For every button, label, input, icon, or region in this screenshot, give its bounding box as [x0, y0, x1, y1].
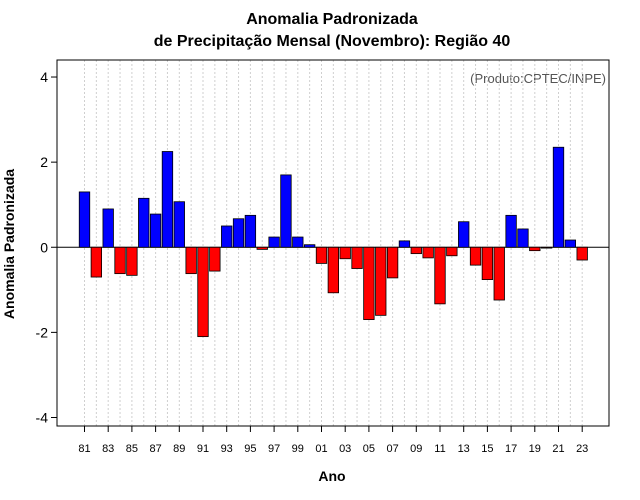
bar-2001 — [315, 246, 328, 264]
plot-frame — [56, 59, 610, 427]
bar-1989 — [173, 201, 185, 248]
x-tick-label: 89 — [173, 443, 185, 455]
bar-2002 — [327, 246, 340, 294]
bar-2016 — [493, 246, 505, 301]
bar-2013 — [458, 221, 470, 248]
chart-title-line1: Anomalia Padronizada — [246, 11, 418, 28]
bar-2015 — [481, 246, 494, 280]
y-tick-label: 4 — [40, 69, 48, 85]
bar-1984 — [114, 246, 126, 275]
x-tick-label: 95 — [244, 443, 256, 455]
y-axis: -4 -2 0 2 4 — [36, 69, 57, 425]
bar-2008 — [398, 240, 411, 248]
bar-2004 — [351, 246, 363, 269]
x-tick-label: 07 — [386, 443, 398, 455]
y-tick-label: -2 — [36, 324, 49, 340]
bar-2012 — [446, 246, 458, 257]
x-tick-label: 13 — [458, 443, 470, 455]
credit-label: (Produto:CPTEC/INPE) — [470, 71, 606, 86]
bar-2014 — [469, 246, 482, 266]
bar-1990 — [185, 246, 197, 275]
x-tick-label: 21 — [552, 443, 564, 455]
x-axis-label: Ano — [318, 468, 345, 484]
x-tick-label: 11 — [434, 443, 445, 455]
bar-2009 — [410, 246, 422, 255]
x-tick-label: 99 — [292, 443, 304, 455]
bar-1997 — [268, 236, 280, 248]
bar-2000 — [303, 244, 316, 248]
x-tick-label: 19 — [529, 443, 541, 455]
y-axis-label: Anomalia Padronizada — [1, 169, 17, 319]
bar-2007 — [386, 246, 399, 279]
x-tick-label: 87 — [149, 443, 161, 455]
bar-1985 — [126, 246, 138, 276]
y-tick-label: -4 — [36, 409, 49, 425]
bar-1991 — [197, 246, 209, 338]
bar-2006 — [375, 246, 387, 316]
x-tick-label: 17 — [505, 443, 517, 455]
x-tick-label: 23 — [576, 443, 588, 455]
bar-2017 — [505, 214, 517, 248]
y-tick-label: 2 — [40, 154, 48, 170]
x-tick-label: 01 — [315, 443, 327, 455]
x-axis: 81 83 85 87 89 91 93 95 97 99 01 03 05 07 09 11 13 15 17 19… — [78, 426, 588, 455]
y-tick-label: 0 — [40, 239, 48, 255]
bar-1988 — [161, 151, 174, 248]
bar-2021 — [552, 146, 565, 248]
x-tick-label: 81 — [78, 443, 90, 455]
bar-1996 — [256, 246, 268, 250]
x-tick-label: 09 — [410, 443, 422, 455]
bar-2003 — [339, 246, 351, 260]
bar-1998 — [280, 174, 292, 248]
x-tick-label: 15 — [481, 443, 493, 455]
bar-2005 — [363, 246, 375, 321]
bar-2022 — [564, 239, 576, 248]
bar-1994 — [232, 218, 245, 248]
bar-1993 — [221, 225, 233, 248]
bar-2020 — [541, 246, 553, 249]
x-tick-label: 97 — [268, 443, 280, 455]
bars-group — [78, 146, 588, 338]
bar-1999 — [292, 236, 304, 248]
x-tick-label: 05 — [363, 443, 375, 455]
bar-2010 — [422, 246, 434, 259]
bar-2019 — [529, 246, 541, 252]
bar-2018 — [517, 228, 529, 248]
x-tick-label: 93 — [221, 443, 233, 455]
x-tick-label: 91 — [197, 443, 209, 455]
bar-1986 — [138, 197, 150, 248]
x-tick-label: 83 — [102, 443, 114, 455]
chart-title-line2: de Precipitação Mensal (Novembro): Regiã… — [154, 33, 511, 50]
bar-1982 — [90, 246, 102, 278]
bar-1981 — [78, 191, 91, 248]
x-tick-label: 03 — [339, 443, 351, 455]
x-tick-label: 85 — [126, 443, 138, 455]
bar-1987 — [149, 213, 162, 248]
bar-1992 — [209, 246, 221, 272]
bar-2023 — [576, 246, 588, 261]
bar-1995 — [244, 214, 257, 248]
bar-1983 — [102, 208, 114, 248]
vertical-gridlines — [84, 60, 583, 426]
bar-2011 — [434, 246, 446, 305]
